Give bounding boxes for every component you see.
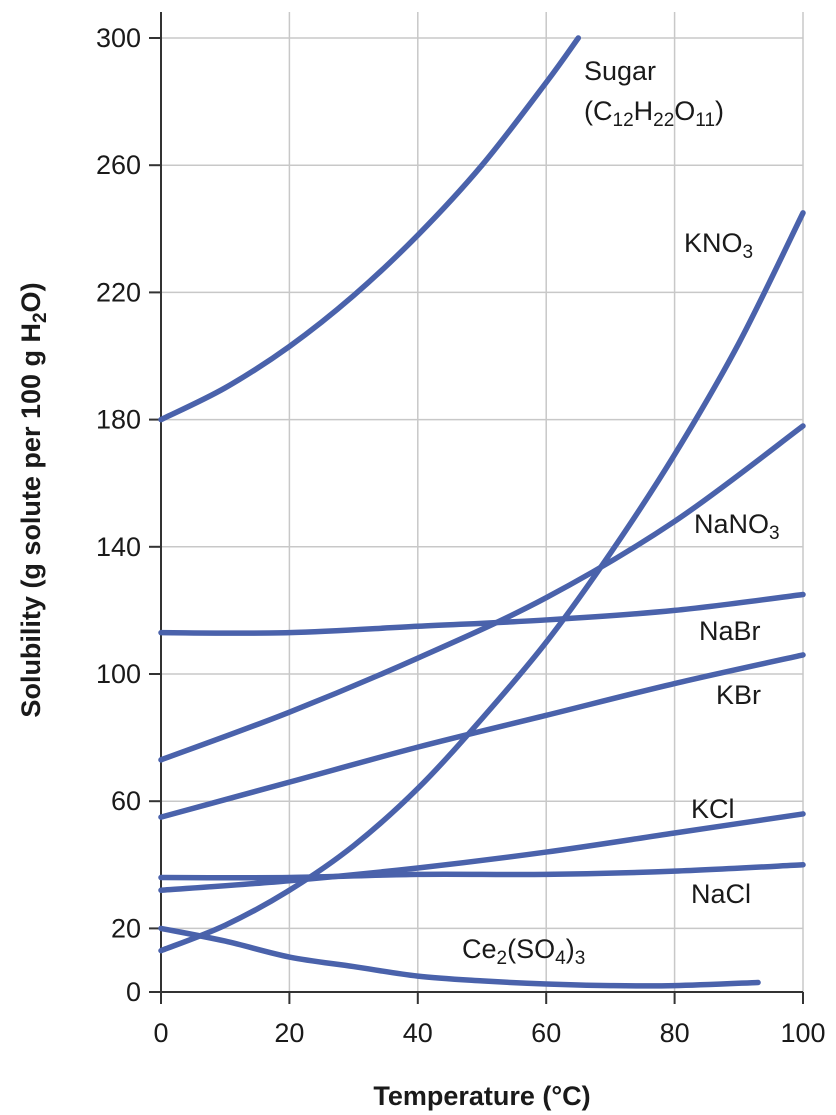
y-tick-label-100: 100 [96, 659, 141, 689]
grid [161, 12, 804, 992]
y-tick-label-140: 140 [96, 532, 141, 562]
series-label-sugar-c12h22o11-line-2: (C12H22O11) [584, 96, 724, 131]
y-tick-label-0: 0 [126, 977, 141, 1007]
x-axis-title: Temperature (°C) [373, 1081, 590, 1111]
x-tick-label-0: 0 [153, 1018, 168, 1048]
x-tick-label-40: 40 [403, 1018, 433, 1048]
series-label-ce2-so4-3: Ce2(SO4)3 [462, 934, 585, 969]
x-tick-label-20: 20 [274, 1018, 304, 1048]
series-line-nabr [158, 591, 806, 636]
y-tick-label-300: 300 [96, 23, 141, 53]
series-label-nacl: NaCl [691, 879, 751, 909]
series-line-nacl [158, 862, 806, 881]
y-axis-title: Solubility (g solute per 100 g H2O) [16, 282, 51, 717]
series-line-kno3 [158, 210, 806, 954]
series-label-kno3: KNO3 [684, 228, 753, 263]
series-label-kbr: KBr [716, 680, 761, 710]
axes: 0 20 60 100 140 180 220 260 300 0 20 40 60 80 100 [96, 12, 826, 1048]
series-line-sugar-c12h22o11 [158, 35, 582, 423]
x-tick-label-60: 60 [531, 1018, 561, 1048]
series-label-nano3: NaNO3 [694, 509, 780, 544]
y-tick-label-60: 60 [111, 786, 141, 816]
x-tick-label-80: 80 [660, 1018, 690, 1048]
series-line-kbr [158, 652, 806, 820]
series-label-sugar-c12h22o11-line-1: Sugar [584, 56, 656, 86]
series-lines [158, 35, 806, 989]
series-line-kcl [158, 811, 806, 893]
x-tick-label-100: 100 [780, 1018, 825, 1048]
y-tick-label-180: 180 [96, 405, 141, 435]
series-line-ce2-so4-3 [158, 925, 761, 989]
series-line-nano3 [158, 423, 806, 763]
y-tick-label-260: 260 [96, 150, 141, 180]
series-labels: Sugar (C12H22O11) KNO3 NaNO3 NaBr KBr KCl NaCl C… [462, 56, 780, 969]
series-label-nabr: NaBr [699, 616, 761, 646]
series-label-kcl: KCl [691, 794, 735, 824]
y-tick-label-220: 220 [96, 277, 141, 307]
y-tick-label-20: 20 [111, 913, 141, 943]
